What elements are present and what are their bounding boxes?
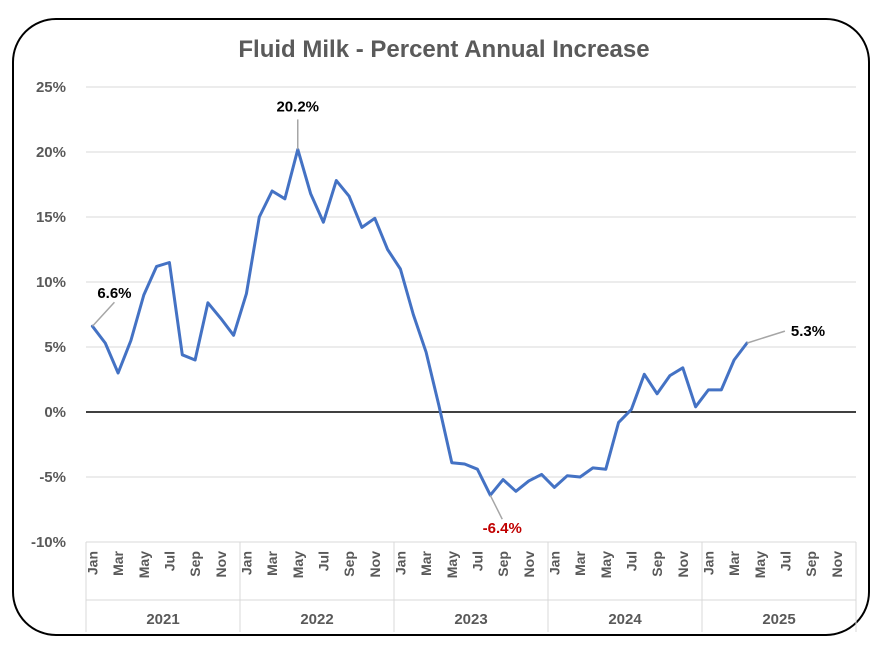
annotation-leader xyxy=(489,494,503,520)
y-tick-label: 0% xyxy=(44,404,66,421)
x-axis: Jan Mar May Jul Sep Nov 2021 Jan Mar May Jul Sep Nov… xyxy=(84,542,857,632)
x-tick-label: Jul xyxy=(161,551,177,571)
year-label: 2021 xyxy=(146,611,179,628)
x-tick-label: Mar xyxy=(110,550,126,575)
x-tick-label: Nov xyxy=(675,551,691,578)
year-label: 2024 xyxy=(608,611,642,628)
x-tick-label: Jan xyxy=(392,551,408,575)
x-tick-label: May xyxy=(598,551,614,578)
x-tick-label: Sep xyxy=(341,551,357,577)
x-tick-label: Sep xyxy=(495,551,511,577)
y-tick-label: -5% xyxy=(39,469,66,486)
x-tick-label: Mar xyxy=(418,550,434,575)
x-tick-label: Mar xyxy=(726,550,742,575)
annotation-leader xyxy=(91,301,115,327)
x-tick-label: Jan xyxy=(238,551,254,575)
annotation-label: 20.2% xyxy=(276,98,319,115)
year-label: 2022 xyxy=(300,611,333,628)
annotation-leader xyxy=(746,330,786,344)
y-tick-label: 15% xyxy=(36,209,66,226)
x-tick-label: Sep xyxy=(649,551,665,577)
x-tick-label: Jan xyxy=(84,551,100,575)
x-tick-label: Nov xyxy=(521,551,537,578)
x-tick-label: May xyxy=(290,551,306,578)
x-tick-label: Jan xyxy=(700,551,716,575)
x-tick-label: Mar xyxy=(264,550,280,575)
x-tick-label: Jul xyxy=(315,551,331,571)
series-line xyxy=(90,147,749,497)
y-tick-label: -10% xyxy=(31,534,66,551)
x-tick-label: Nov xyxy=(367,551,383,578)
y-tick-label: 20% xyxy=(36,144,66,161)
x-tick-label: Sep xyxy=(803,551,819,577)
x-tick-label: May xyxy=(444,551,460,578)
annotation-label: -6.4% xyxy=(483,520,522,537)
y-tick-label: 25% xyxy=(36,79,66,96)
x-tick-label: May xyxy=(752,551,768,578)
year-label: 2023 xyxy=(454,611,487,628)
x-tick-label: Jan xyxy=(546,551,562,575)
annotation-label: 6.6% xyxy=(97,285,131,302)
chart-frame xyxy=(12,18,870,636)
x-tick-label: Jul xyxy=(777,551,793,571)
x-tick-label: Nov xyxy=(829,551,845,578)
annotations: 6.6% 20.2% -6.4% 5.3% xyxy=(91,98,825,537)
x-tick-label: Mar xyxy=(572,550,588,575)
y-tick-label: 5% xyxy=(44,339,66,356)
y-axis: 25% 20% 15% 10% 5% 0% -5% -10% xyxy=(31,79,66,551)
year-label: 2025 xyxy=(762,611,795,628)
x-tick-label: Sep xyxy=(187,551,203,577)
x-tick-label: Jul xyxy=(623,551,639,571)
x-tick-label: Jul xyxy=(469,551,485,571)
x-tick-label: Nov xyxy=(213,551,229,578)
y-tick-label: 10% xyxy=(36,274,66,291)
x-tick-label: May xyxy=(136,551,152,578)
grid-lines xyxy=(86,86,856,543)
chart-title: Fluid Milk - Percent Annual Increase xyxy=(238,36,649,63)
series-layer xyxy=(90,147,749,497)
annotation-label: 5.3% xyxy=(791,323,825,340)
